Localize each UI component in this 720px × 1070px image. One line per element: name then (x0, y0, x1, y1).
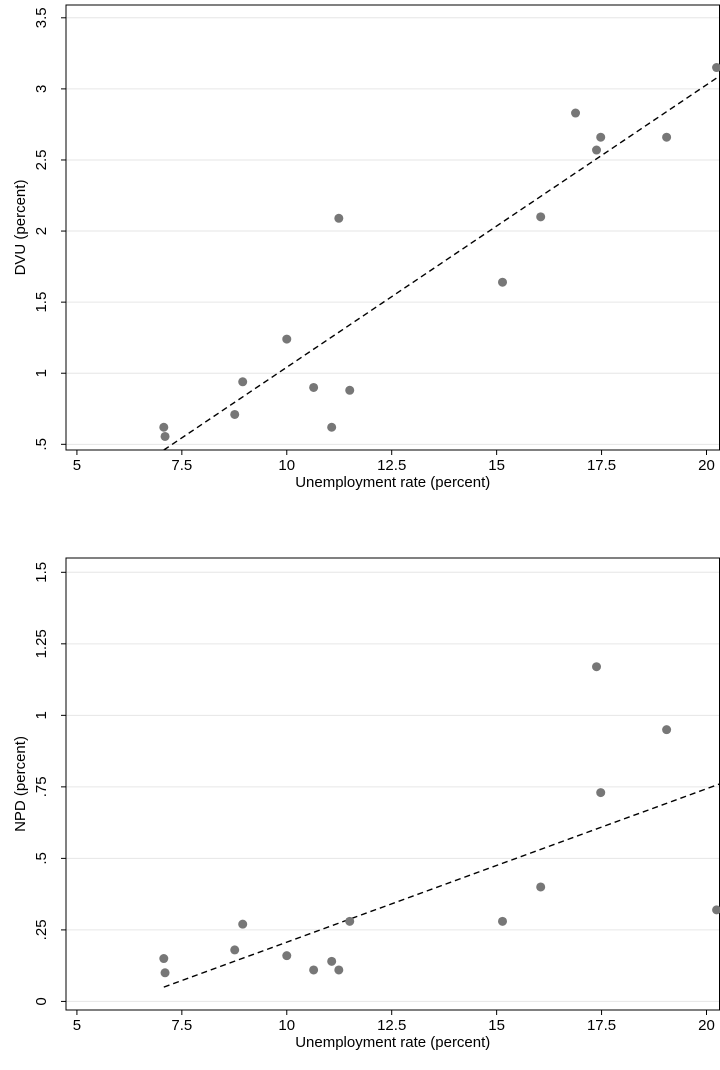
y-tick-label: 1 (33, 369, 50, 377)
y-tick-label: 2.5 (33, 150, 50, 171)
point (238, 919, 248, 929)
point (571, 108, 581, 118)
point (498, 277, 508, 287)
y-axis-title: NPD (percent) (12, 736, 29, 832)
x-tick-label: 10 (278, 1017, 295, 1034)
y-tick-label: 1 (33, 711, 50, 719)
y-tick-label: .5 (33, 438, 50, 451)
point (230, 945, 240, 955)
point (159, 954, 169, 964)
point (160, 968, 170, 978)
point (230, 409, 240, 419)
point (536, 212, 546, 222)
point (160, 431, 170, 441)
x-tick-label: 5 (73, 457, 81, 474)
point (498, 916, 508, 926)
point (309, 965, 319, 975)
y-tick-label: 1.5 (33, 562, 50, 583)
point (159, 422, 169, 432)
fit-line (163, 783, 720, 988)
point (592, 145, 602, 155)
point (712, 905, 720, 915)
x-tick-label: 12.5 (377, 457, 406, 474)
y-tick-label: 1.25 (33, 629, 50, 658)
x-tick-label: 15 (488, 1017, 505, 1034)
point (334, 213, 344, 223)
point (327, 956, 337, 966)
point (596, 788, 606, 798)
point (334, 965, 344, 975)
x-axis-title: Unemployment rate (percent) (295, 1034, 490, 1051)
x-tick-label: 15 (488, 457, 505, 474)
y-tick-label: .25 (33, 919, 50, 940)
x-tick-label: 17.5 (587, 457, 616, 474)
plot-frame (65, 4, 720, 451)
y-tick-label: 0 (33, 997, 50, 1005)
fit-line (163, 75, 720, 451)
x-tick-label: 17.5 (587, 1017, 616, 1034)
x-tick-label: 20 (698, 1017, 715, 1034)
x-tick-label: 5 (73, 1017, 81, 1034)
point (345, 385, 355, 395)
point (596, 132, 606, 142)
y-tick-label: 3 (33, 85, 50, 93)
x-tick-label: 20 (698, 457, 715, 474)
y-axis-title: DVU (percent) (12, 180, 29, 276)
point (282, 334, 292, 344)
x-tick-label: 10 (278, 457, 295, 474)
point (662, 725, 672, 735)
point (282, 951, 292, 961)
y-tick-label: .75 (33, 776, 50, 797)
x-tick-label: 7.5 (171, 457, 192, 474)
y-tick-label: .5 (33, 852, 50, 865)
point (309, 382, 319, 392)
plot-frame (65, 557, 720, 1011)
point (345, 916, 355, 926)
y-tick-label: 2 (33, 227, 50, 235)
y-tick-label: 3.5 (33, 7, 50, 28)
x-tick-label: 7.5 (171, 1017, 192, 1034)
x-tick-label: 12.5 (377, 1017, 406, 1034)
point (592, 662, 602, 672)
point (327, 422, 337, 432)
point (536, 882, 546, 892)
point (662, 132, 672, 142)
y-tick-label: 1.5 (33, 292, 50, 313)
point (238, 377, 248, 387)
point (712, 63, 720, 73)
x-axis-title: Unemployment rate (percent) (295, 474, 490, 491)
